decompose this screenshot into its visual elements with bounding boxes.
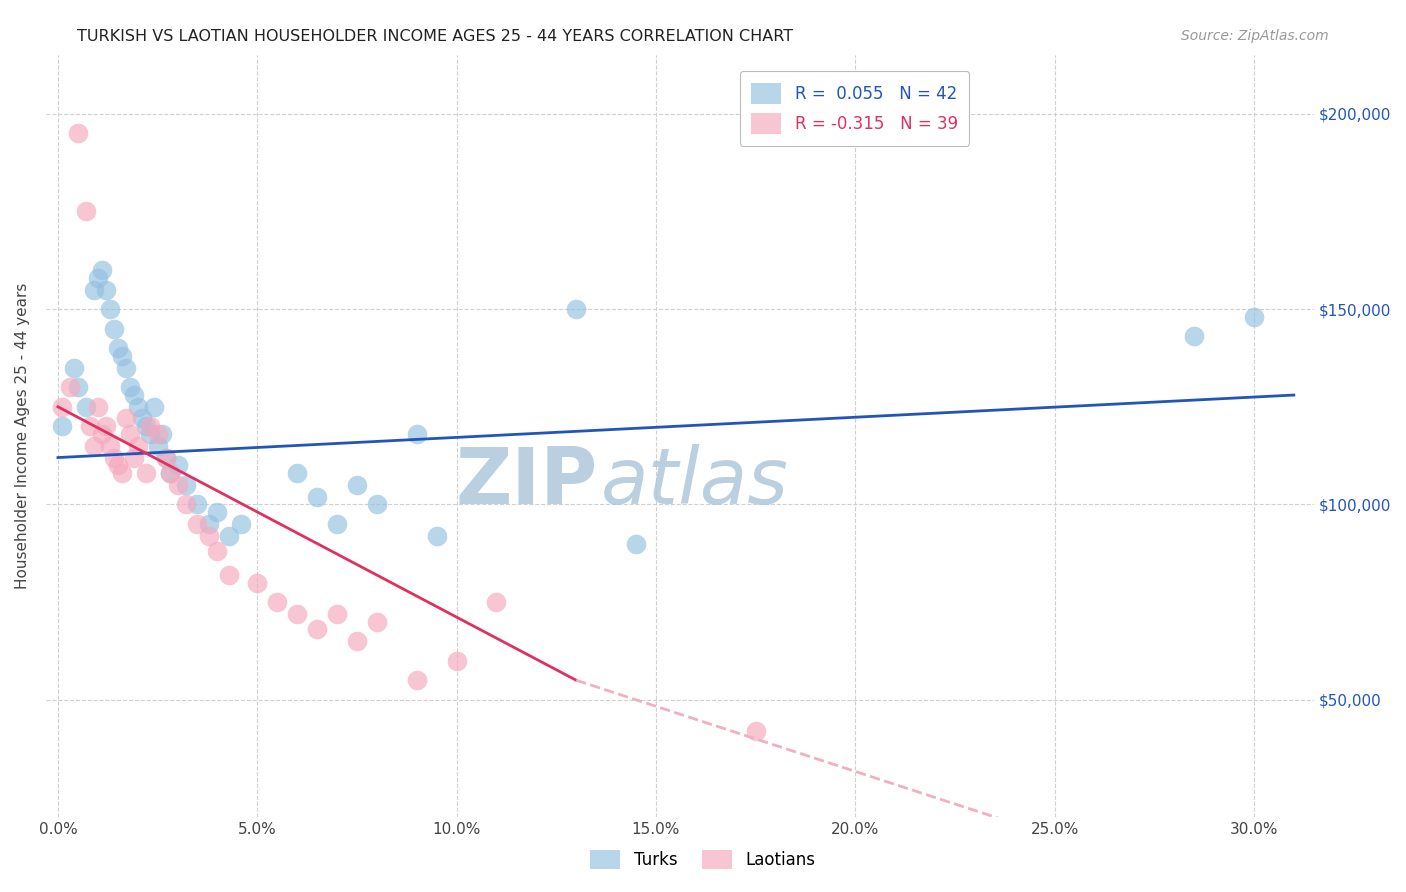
Point bbox=[446, 654, 468, 668]
Point bbox=[346, 478, 368, 492]
Point bbox=[231, 516, 253, 531]
Text: ZIP: ZIP bbox=[456, 444, 598, 520]
Point bbox=[186, 498, 208, 512]
Point bbox=[186, 516, 208, 531]
Point bbox=[51, 419, 73, 434]
Point bbox=[66, 380, 89, 394]
Point bbox=[405, 427, 427, 442]
Point bbox=[87, 270, 110, 285]
Point bbox=[142, 400, 165, 414]
Point bbox=[218, 567, 240, 582]
Point bbox=[98, 302, 121, 317]
Point bbox=[174, 498, 197, 512]
Point bbox=[107, 341, 129, 355]
Point bbox=[114, 411, 136, 425]
Point bbox=[155, 450, 177, 465]
Point bbox=[131, 411, 153, 425]
Point bbox=[103, 321, 125, 335]
Point bbox=[135, 419, 157, 434]
Point bbox=[103, 450, 125, 465]
Point bbox=[326, 516, 349, 531]
Point bbox=[155, 450, 177, 465]
Point bbox=[94, 419, 117, 434]
Point bbox=[1243, 310, 1265, 324]
Text: Source: ZipAtlas.com: Source: ZipAtlas.com bbox=[1181, 29, 1329, 44]
Point bbox=[98, 439, 121, 453]
Point bbox=[326, 607, 349, 621]
Point bbox=[59, 380, 82, 394]
Legend: R =  0.055   N = 42, R = -0.315   N = 39: R = 0.055 N = 42, R = -0.315 N = 39 bbox=[740, 71, 970, 145]
Point bbox=[83, 439, 105, 453]
Text: atlas: atlas bbox=[602, 444, 789, 520]
Point bbox=[246, 575, 269, 590]
Point bbox=[83, 283, 105, 297]
Point bbox=[166, 458, 188, 473]
Point bbox=[198, 516, 221, 531]
Point bbox=[285, 607, 308, 621]
Point bbox=[1182, 329, 1205, 343]
Point bbox=[94, 283, 117, 297]
Point bbox=[307, 623, 329, 637]
Point bbox=[744, 724, 766, 739]
Point bbox=[146, 439, 169, 453]
Point bbox=[174, 478, 197, 492]
Point bbox=[307, 490, 329, 504]
Point bbox=[135, 466, 157, 480]
Point bbox=[75, 204, 97, 219]
Point bbox=[266, 595, 288, 609]
Point bbox=[159, 466, 181, 480]
Point bbox=[66, 126, 89, 140]
Point bbox=[207, 505, 229, 519]
Point bbox=[122, 388, 145, 402]
Point bbox=[198, 529, 221, 543]
Y-axis label: Householder Income Ages 25 - 44 years: Householder Income Ages 25 - 44 years bbox=[15, 283, 30, 590]
Point bbox=[127, 439, 149, 453]
Point bbox=[285, 466, 308, 480]
Point bbox=[150, 427, 173, 442]
Point bbox=[485, 595, 508, 609]
Point bbox=[565, 302, 588, 317]
Point bbox=[207, 544, 229, 558]
Point bbox=[138, 427, 160, 442]
Point bbox=[118, 380, 141, 394]
Point bbox=[87, 400, 110, 414]
Point bbox=[90, 427, 112, 442]
Point bbox=[138, 419, 160, 434]
Text: TURKISH VS LAOTIAN HOUSEHOLDER INCOME AGES 25 - 44 YEARS CORRELATION CHART: TURKISH VS LAOTIAN HOUSEHOLDER INCOME AG… bbox=[77, 29, 793, 45]
Point bbox=[159, 466, 181, 480]
Point bbox=[218, 529, 240, 543]
Point bbox=[111, 466, 134, 480]
Point bbox=[51, 400, 73, 414]
Point bbox=[166, 478, 188, 492]
Point bbox=[405, 673, 427, 688]
Point bbox=[122, 450, 145, 465]
Point bbox=[114, 360, 136, 375]
Point bbox=[366, 498, 388, 512]
Point bbox=[127, 400, 149, 414]
Point bbox=[346, 634, 368, 648]
Point bbox=[426, 529, 449, 543]
Point bbox=[107, 458, 129, 473]
Point bbox=[624, 536, 647, 550]
Point bbox=[75, 400, 97, 414]
Point bbox=[63, 360, 86, 375]
Point bbox=[79, 419, 101, 434]
Point bbox=[90, 263, 112, 277]
Legend: Turks, Laotians: Turks, Laotians bbox=[581, 840, 825, 880]
Point bbox=[118, 427, 141, 442]
Point bbox=[111, 349, 134, 363]
Point bbox=[146, 427, 169, 442]
Point bbox=[366, 615, 388, 629]
